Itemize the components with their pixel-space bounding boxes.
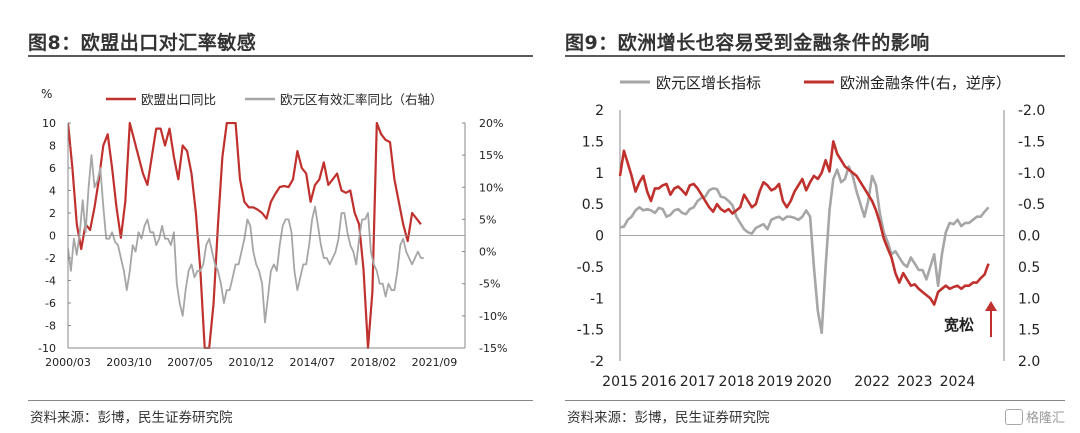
chart2-y2-tick-label: 0.0 (1018, 229, 1040, 245)
chart1-x-tick-label: 2007/05 (167, 356, 213, 369)
chart2-y2-tick-label: 1.5 (1018, 323, 1040, 339)
chart1-series-line-0 (68, 122, 422, 349)
chart2-x-tick-label: 2017 (680, 374, 716, 390)
watermark: 格隆汇 (1005, 407, 1065, 426)
chart1-x-tick-label: 2000/03 (45, 356, 91, 369)
chart2-y-tick-label: -2 (590, 354, 604, 370)
chart1-x-tick-label: 2021/09 (412, 356, 458, 369)
chart1-plot-area (68, 122, 424, 349)
chart2-x-tick-label: 2019 (757, 374, 793, 390)
figure-8-title-rule (28, 55, 533, 57)
chart1-y-tick-label: 2 (49, 207, 56, 220)
chart1-y-tick-label: 6 (49, 162, 56, 175)
chart1-y-tick-label: 0 (49, 230, 56, 243)
chart2-series-line-0 (619, 165, 990, 335)
chart2-x-tick-label: 2022 (854, 374, 890, 390)
chart1-x-tick-label: 2014/07 (289, 356, 335, 369)
chart1-y2-tick-label: 15% (479, 149, 503, 162)
chart1-x-tick-label: 2018/02 (351, 356, 397, 369)
chart1-y-tick-label: -8 (45, 320, 56, 333)
chart2-y2-tick-label: -1.5 (1018, 134, 1045, 150)
chart1-x-tick-label: 2003/10 (106, 356, 152, 369)
chart1-y-unit: % (41, 87, 52, 101)
chart2-y2-tick-label: -0.5 (1018, 197, 1045, 213)
chart1-y-tick-label: -10 (38, 342, 56, 355)
chart1-y2-tick-label: 20% (479, 117, 503, 130)
chart1-y-tick-label: 8 (49, 140, 56, 153)
chart1-y2-tick-label: -10% (479, 310, 507, 323)
chart2-y-tick-label: 1 (595, 166, 604, 182)
figure-8-source: 资料来源：彭博，民生证券研究院 (30, 410, 233, 426)
chart2-annotation-arrow-head (985, 301, 997, 311)
chart1-y2-tick-label: -5% (479, 278, 500, 291)
chart1-legend-label-0: 欧盟出口同比 (141, 92, 216, 107)
chart2-annotation-label: 宽松 (943, 316, 974, 334)
chart2-legend-label-1: 欧洲金融条件(右，逆序） (840, 74, 1011, 92)
chart2-y-tick-label: 0.5 (582, 197, 604, 213)
chart1-legend-label-1: 欧元区有效汇率同比（右轴） (280, 92, 443, 107)
figure-9-source: 资料来源：彭博，民生证券研究院 (567, 410, 770, 426)
chart1-y-tick-label: -4 (45, 275, 56, 288)
chart2-x-tick-label: 2020 (796, 374, 832, 390)
chart2-y2-tick-label: 2.0 (1018, 354, 1040, 370)
chart2-x-tick-label: 2023 (897, 374, 933, 390)
chart2-y-tick-label: -1.5 (577, 323, 604, 339)
chart2-series-line-1 (618, 140, 990, 306)
chart2-y-tick-label: 1.5 (582, 134, 604, 150)
chart2-x-tick-label: 2015 (602, 374, 638, 390)
figure-9-title: 图9：欧洲增长也容易受到金融条件的影响 (565, 32, 930, 54)
chart2-y-tick-label: 2 (595, 103, 604, 119)
chart2-y-tick-label: -0.5 (577, 260, 604, 276)
chart1-y2-tick-label: 5% (479, 213, 496, 226)
chart2-y2-tick-label: 1.0 (1018, 291, 1040, 307)
watermark-text: 格隆汇 (1026, 411, 1066, 426)
figure-8-title: 图8：欧盟出口对汇率敏感 (28, 32, 257, 54)
chart2-y2-tick-label: -1.0 (1018, 166, 1045, 182)
figure-9-source-rule (565, 400, 1065, 401)
chart2-x-tick-label: 2024 (940, 374, 976, 390)
chart1-series-line-1 (68, 154, 424, 324)
chart2-legend-label-0: 欧元区增长指标 (656, 74, 761, 92)
chart1-y2-tick-label: 0% (479, 246, 496, 259)
chart1-y-tick-label: -6 (45, 297, 56, 310)
chart2-y-tick-label: -1 (590, 291, 604, 307)
chart1-y2-tick-label: 10% (479, 181, 503, 194)
chart1-x-tick-label: 2010/12 (228, 356, 274, 369)
chart2-x-tick-label: 2018 (719, 374, 755, 390)
chart1-y-tick-label: -2 (45, 252, 56, 265)
chart1-y2-tick-label: -15% (479, 342, 507, 355)
figure-8-source-rule (28, 400, 533, 401)
chart2-y-tick-label: 0 (595, 229, 604, 245)
chart2-y2-tick-label: -2.0 (1018, 103, 1045, 119)
chart1-y-tick-label: 10 (42, 117, 56, 130)
chart2-y2-tick-label: 0.5 (1018, 260, 1040, 276)
chart1-y-tick-label: 4 (49, 185, 56, 198)
chart2-x-tick-label: 2016 (641, 374, 677, 390)
figure-9-title-rule (565, 55, 1065, 57)
watermark-logo-icon (1005, 409, 1023, 425)
